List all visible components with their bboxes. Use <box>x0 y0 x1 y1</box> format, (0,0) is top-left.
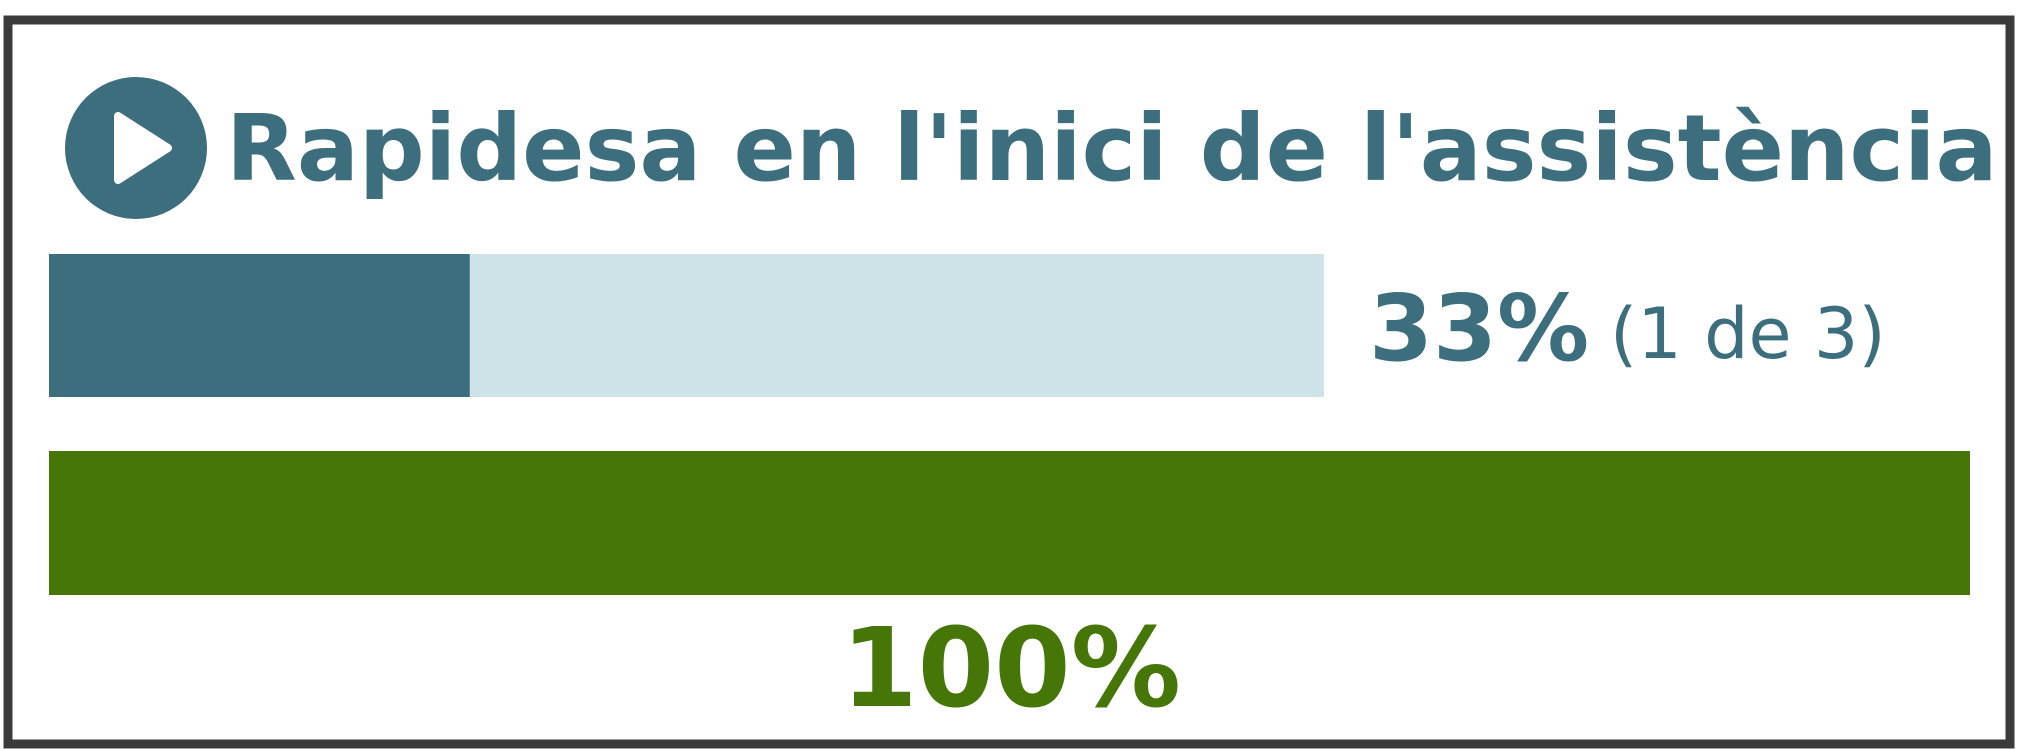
count-label: (1 de 3) <box>1610 293 1886 375</box>
percent-label: 33% <box>1369 275 1589 382</box>
target-bar <box>49 451 1970 595</box>
progress-fill <box>49 254 470 397</box>
target-label: 100% <box>841 604 1181 732</box>
title: Rapidesa en l'inici de l'assistència <box>226 95 1998 202</box>
play-icon-triangle <box>114 112 172 184</box>
